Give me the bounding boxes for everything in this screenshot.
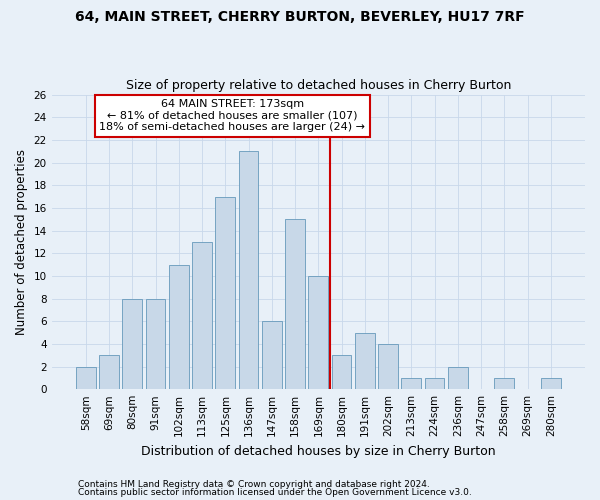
- Bar: [122, 298, 142, 389]
- Text: Contains public sector information licensed under the Open Government Licence v3: Contains public sector information licen…: [78, 488, 472, 497]
- Bar: [425, 378, 445, 389]
- Bar: [355, 332, 375, 389]
- Text: 64 MAIN STREET: 173sqm
← 81% of detached houses are smaller (107)
18% of semi-de: 64 MAIN STREET: 173sqm ← 81% of detached…: [99, 99, 365, 132]
- Bar: [146, 298, 166, 389]
- Bar: [494, 378, 514, 389]
- Title: Size of property relative to detached houses in Cherry Burton: Size of property relative to detached ho…: [125, 79, 511, 92]
- Y-axis label: Number of detached properties: Number of detached properties: [15, 149, 28, 335]
- Text: Contains HM Land Registry data © Crown copyright and database right 2024.: Contains HM Land Registry data © Crown c…: [78, 480, 430, 489]
- Bar: [169, 264, 188, 389]
- Bar: [285, 219, 305, 389]
- Bar: [76, 366, 95, 389]
- Bar: [192, 242, 212, 389]
- Bar: [239, 151, 259, 389]
- Bar: [262, 321, 282, 389]
- Bar: [541, 378, 561, 389]
- Bar: [99, 355, 119, 389]
- Bar: [401, 378, 421, 389]
- X-axis label: Distribution of detached houses by size in Cherry Burton: Distribution of detached houses by size …: [141, 444, 496, 458]
- Bar: [378, 344, 398, 389]
- Bar: [215, 196, 235, 389]
- Text: 64, MAIN STREET, CHERRY BURTON, BEVERLEY, HU17 7RF: 64, MAIN STREET, CHERRY BURTON, BEVERLEY…: [75, 10, 525, 24]
- Bar: [308, 276, 328, 389]
- Bar: [448, 366, 468, 389]
- Bar: [332, 355, 352, 389]
